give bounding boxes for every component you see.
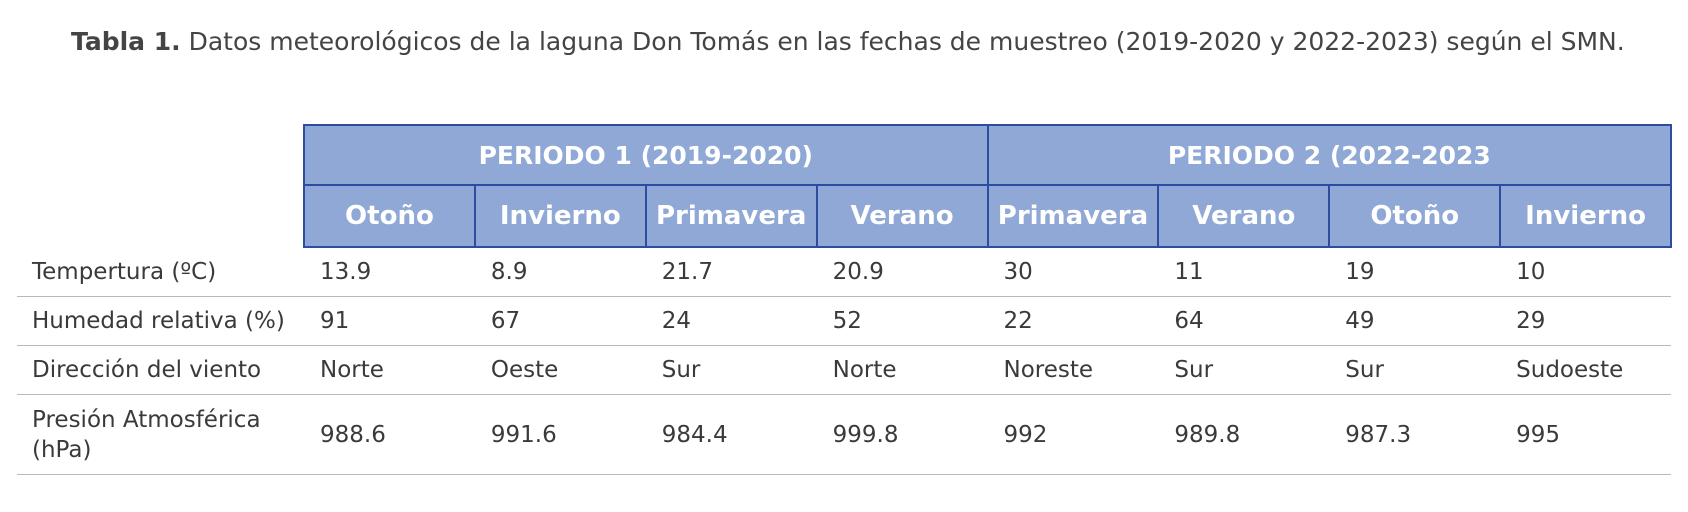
- period-header-row: PERIODO 1 (2019-2020) PERIODO 2 (2022-20…: [17, 124, 1673, 186]
- table-cell: 987.3: [1329, 394, 1501, 475]
- period-2-header: PERIODO 2 (2022-2023: [986, 124, 1673, 186]
- caption-label: Tabla 1.: [71, 27, 181, 56]
- table-cell: Sur: [645, 345, 817, 395]
- season-header: Invierno: [1499, 184, 1673, 248]
- season-header: Invierno: [473, 184, 647, 248]
- table-cell: 52: [816, 296, 988, 346]
- row-label-temperature: Tempertura (ºC): [17, 247, 304, 297]
- header-corner: [17, 125, 304, 185]
- weather-data-table: PERIODO 1 (2019-2020) PERIODO 2 (2022-20…: [17, 124, 1673, 475]
- table-cell: 49: [1329, 296, 1501, 346]
- table-cell: 992: [987, 394, 1159, 475]
- table-cell: 8.9: [474, 247, 646, 297]
- table-cell: 11: [1158, 247, 1330, 297]
- season-header-row: Otoño Invierno Primavera Verano Primaver…: [17, 184, 1673, 248]
- table-cell: 64: [1158, 296, 1330, 346]
- table-cell: 21.7: [645, 247, 817, 297]
- season-header: Primavera: [644, 184, 818, 248]
- table-cell: Sur: [1329, 345, 1501, 395]
- table-cell: Oeste: [474, 345, 646, 395]
- season-header: Verano: [815, 184, 989, 248]
- table-cell: 29: [1500, 296, 1672, 346]
- table-cell: Norte: [304, 345, 475, 395]
- table-cell: 995: [1500, 394, 1672, 475]
- table-cell: 67: [474, 296, 646, 346]
- table-cell: 24: [645, 296, 817, 346]
- table-cell: Norte: [816, 345, 988, 395]
- table-cell: 989.8: [1158, 394, 1330, 475]
- table-cell: Sur: [1158, 345, 1330, 395]
- table-row: Presión Atmosférica (hPa) 988.6 991.6 98…: [17, 394, 1672, 475]
- table-cell: 30: [987, 247, 1159, 297]
- period-1-header: PERIODO 1 (2019-2020): [303, 124, 989, 186]
- table-cell: Sudoeste: [1500, 345, 1672, 395]
- season-header: Primavera: [986, 184, 1160, 248]
- caption-text: Datos meteorológicos de la laguna Don To…: [180, 27, 1625, 56]
- table-cell: Noreste: [987, 345, 1159, 395]
- row-label-pressure: Presión Atmosférica (hPa): [17, 394, 304, 475]
- table-cell: 991.6: [474, 394, 646, 475]
- row-label-humidity: Humedad relativa (%): [17, 296, 304, 346]
- table-row: Dirección del viento Norte Oeste Sur Nor…: [17, 345, 1672, 395]
- table-row: Humedad relativa (%) 91 67 24 52 22 64 4…: [17, 296, 1672, 346]
- table-caption: Tabla 1. Datos meteorológicos de la lagu…: [71, 20, 1625, 64]
- season-header: Verano: [1157, 184, 1331, 248]
- header-corner: [17, 185, 304, 247]
- table-row: Tempertura (ºC) 13.9 8.9 21.7 20.9 30 11…: [17, 247, 1672, 297]
- season-header: Otoño: [303, 184, 476, 248]
- table-cell: 984.4: [645, 394, 817, 475]
- table-cell: 13.9: [304, 247, 475, 297]
- table-cell: 10: [1500, 247, 1672, 297]
- row-label-wind-direction: Dirección del viento: [17, 345, 304, 395]
- table-cell: 20.9: [816, 247, 988, 297]
- table-cell: 19: [1329, 247, 1501, 297]
- table-cell: 22: [987, 296, 1159, 346]
- table-cell: 999.8: [816, 394, 988, 475]
- table-cell: 988.6: [304, 394, 475, 475]
- table-cell: 91: [304, 296, 475, 346]
- season-header: Otoño: [1328, 184, 1502, 248]
